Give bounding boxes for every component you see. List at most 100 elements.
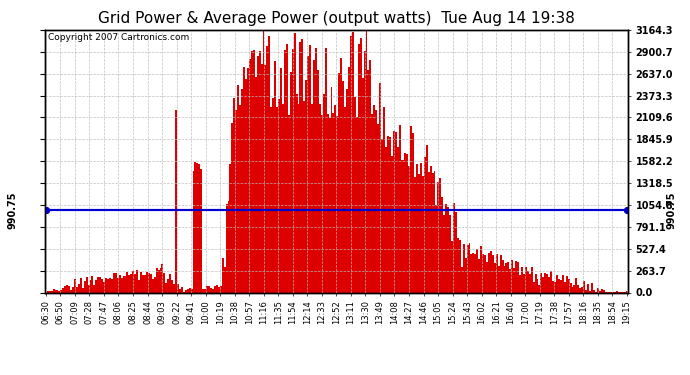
Bar <box>371 114 373 292</box>
Bar <box>497 266 500 292</box>
Bar <box>550 271 552 292</box>
Bar <box>152 279 154 292</box>
Bar <box>464 258 466 292</box>
Bar <box>591 283 593 292</box>
Bar <box>344 106 346 292</box>
Bar <box>132 271 135 292</box>
Bar <box>492 255 494 292</box>
Bar <box>335 105 337 292</box>
Bar <box>142 276 144 292</box>
Bar <box>152 279 154 292</box>
Bar <box>241 90 243 292</box>
Bar <box>497 266 500 292</box>
Bar <box>354 97 356 292</box>
Bar <box>416 164 418 292</box>
Bar <box>364 51 366 292</box>
Bar <box>86 276 88 292</box>
Bar <box>340 58 342 292</box>
Bar <box>302 39 304 292</box>
Bar <box>556 275 558 292</box>
Bar <box>259 51 261 292</box>
Bar <box>549 277 550 292</box>
Bar <box>268 36 270 292</box>
Bar <box>166 284 167 292</box>
Bar <box>188 288 190 292</box>
Bar <box>432 173 433 292</box>
Bar <box>321 115 323 292</box>
Bar <box>200 170 202 292</box>
Bar <box>99 278 101 292</box>
Bar <box>469 243 471 292</box>
Bar <box>241 90 243 292</box>
Bar <box>506 263 507 292</box>
Bar <box>228 201 230 292</box>
Bar <box>387 136 389 292</box>
Bar <box>195 162 197 292</box>
Bar <box>337 116 338 292</box>
Bar <box>169 274 171 292</box>
Bar <box>525 267 527 292</box>
Bar <box>455 212 457 292</box>
Bar <box>171 280 173 292</box>
Bar <box>449 214 451 292</box>
Bar <box>181 287 183 292</box>
Bar <box>482 254 484 292</box>
Bar <box>453 203 455 292</box>
Bar <box>276 107 278 292</box>
Bar <box>166 284 167 292</box>
Bar <box>62 288 64 292</box>
Bar <box>554 282 556 292</box>
Text: Grid Power & Average Power (output watts)  Tue Aug 14 19:38: Grid Power & Average Power (output watts… <box>97 11 575 26</box>
Bar <box>447 207 449 292</box>
Bar <box>486 262 488 292</box>
Bar <box>221 258 224 292</box>
Bar <box>375 110 377 292</box>
Bar <box>216 285 218 292</box>
Bar <box>350 36 352 292</box>
Bar <box>64 286 66 292</box>
Bar <box>146 272 148 292</box>
Bar <box>383 107 385 292</box>
Bar <box>210 288 212 292</box>
Bar <box>164 273 166 292</box>
Bar <box>369 60 371 292</box>
Bar <box>459 240 461 292</box>
Bar <box>357 44 359 292</box>
Bar <box>72 287 74 292</box>
Bar <box>101 279 104 292</box>
Bar <box>235 110 237 292</box>
Bar <box>626 291 628 292</box>
Bar <box>426 145 428 292</box>
Bar <box>540 273 542 292</box>
Bar <box>204 289 206 292</box>
Bar <box>156 268 157 292</box>
Bar <box>317 70 319 292</box>
Bar <box>83 281 86 292</box>
Bar <box>135 274 136 292</box>
Bar <box>430 166 432 292</box>
Bar <box>578 285 580 292</box>
Bar <box>210 288 212 292</box>
Bar <box>212 289 214 292</box>
Bar <box>509 269 511 292</box>
Bar <box>494 262 495 292</box>
Bar <box>219 286 221 292</box>
Bar <box>546 274 549 292</box>
Bar <box>581 287 583 292</box>
Bar <box>104 282 105 292</box>
Bar <box>399 124 400 292</box>
Bar <box>307 56 309 292</box>
Bar <box>270 107 273 292</box>
Bar <box>255 77 257 292</box>
Bar <box>249 59 251 292</box>
Bar <box>101 279 104 292</box>
Bar <box>435 205 437 292</box>
Bar <box>193 171 195 292</box>
Bar <box>93 285 95 292</box>
Bar <box>304 101 305 292</box>
Bar <box>391 156 393 292</box>
Bar <box>546 274 549 292</box>
Bar <box>119 275 121 292</box>
Bar <box>560 280 562 292</box>
Bar <box>199 164 200 292</box>
